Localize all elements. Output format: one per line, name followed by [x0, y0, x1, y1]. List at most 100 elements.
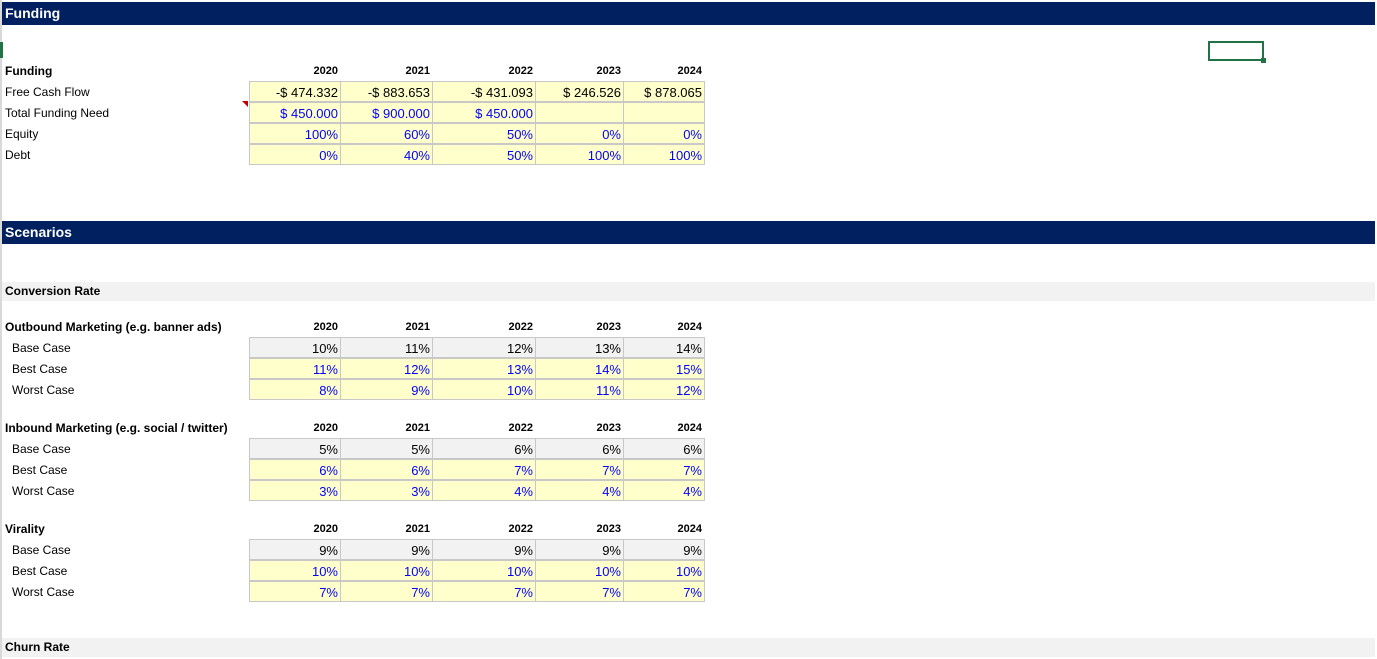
- cell-virality-best-2022[interactable]: 10%: [432, 560, 536, 581]
- cell-outbound-base-2024[interactable]: 14%: [623, 337, 705, 358]
- cell-inbound-best-2021[interactable]: 6%: [340, 459, 433, 480]
- year-header: 2021: [405, 422, 430, 434]
- year-header: 2022: [508, 422, 533, 434]
- cell-equity-2022[interactable]: 50%: [432, 123, 536, 144]
- cell-virality-best-2021[interactable]: 10%: [340, 560, 433, 581]
- cell-outbound-worst-2022[interactable]: 10%: [432, 379, 536, 400]
- cell-inbound-worst-2024[interactable]: 4%: [623, 480, 705, 501]
- cell-debt-2023[interactable]: 100%: [535, 144, 624, 165]
- cell-outbound-best-2021[interactable]: 12%: [340, 358, 433, 379]
- cell-outbound-base-2022[interactable]: 12%: [432, 337, 536, 358]
- active-cell-selector[interactable]: [1208, 41, 1266, 63]
- outbound-title: Outbound Marketing (e.g. banner ads): [5, 320, 222, 334]
- cell-virality-base-2021[interactable]: 9%: [340, 539, 433, 560]
- cell-fcf-2022[interactable]: -$ 431.093: [432, 81, 536, 102]
- cell-virality-worst-2021[interactable]: 7%: [340, 581, 433, 602]
- row-label: Worst Case: [12, 383, 75, 397]
- cell-inbound-base-2024[interactable]: 6%: [623, 438, 705, 459]
- year-header: 2023: [596, 65, 621, 77]
- cell-virality-worst-2022[interactable]: 7%: [432, 581, 536, 602]
- cell-inbound-base-2020[interactable]: 5%: [249, 438, 341, 459]
- cell-outbound-best-2020[interactable]: 11%: [249, 358, 341, 379]
- cell-outbound-base-2021[interactable]: 11%: [340, 337, 433, 358]
- cell-virality-base-2023[interactable]: 9%: [535, 539, 624, 560]
- year-header: 2020: [313, 65, 338, 77]
- cell-inbound-best-2022[interactable]: 7%: [432, 459, 536, 480]
- cell-virality-worst-2023[interactable]: 7%: [535, 581, 624, 602]
- cell-inbound-best-2023[interactable]: 7%: [535, 459, 624, 480]
- cell-need-2021[interactable]: $ 900.000: [340, 102, 433, 123]
- year-header: 2020: [313, 422, 338, 434]
- row-label: Best Case: [12, 463, 68, 477]
- year-header: 2024: [677, 523, 702, 535]
- cell-equity-2024[interactable]: 0%: [623, 123, 705, 144]
- cell-inbound-worst-2021[interactable]: 3%: [340, 480, 433, 501]
- cell-outbound-worst-2024[interactable]: 12%: [623, 379, 705, 400]
- cell-inbound-base-2021[interactable]: 5%: [340, 438, 433, 459]
- cell-virality-best-2023[interactable]: 10%: [535, 560, 624, 581]
- cell-debt-2020[interactable]: 0%: [249, 144, 341, 165]
- comment-indicator-icon[interactable]: [242, 101, 248, 107]
- cell-fcf-2021[interactable]: -$ 883.653: [340, 81, 433, 102]
- year-header: 2022: [508, 523, 533, 535]
- section-header-scenarios: Scenarios: [2, 221, 1375, 244]
- cell-outbound-base-2020[interactable]: 10%: [249, 337, 341, 358]
- year-header: 2020: [313, 321, 338, 333]
- cell-virality-worst-2020[interactable]: 7%: [249, 581, 341, 602]
- funding-title: Funding: [5, 64, 53, 78]
- cell-virality-base-2024[interactable]: 9%: [623, 539, 705, 560]
- cell-need-2020[interactable]: $ 450.000: [249, 102, 341, 123]
- year-header: 2021: [405, 321, 430, 333]
- cell-inbound-worst-2023[interactable]: 4%: [535, 480, 624, 501]
- subsection-churn-rate: Churn Rate: [2, 638, 1375, 657]
- cell-virality-best-2024[interactable]: 10%: [623, 560, 705, 581]
- section-header-funding: Funding: [2, 2, 1375, 25]
- cell-inbound-base-2022[interactable]: 6%: [432, 438, 536, 459]
- row-label: Worst Case: [12, 585, 75, 599]
- cell-virality-worst-2024[interactable]: 7%: [623, 581, 705, 602]
- cell-inbound-best-2024[interactable]: 7%: [623, 459, 705, 480]
- cell-outbound-worst-2023[interactable]: 11%: [535, 379, 624, 400]
- row-label: Best Case: [12, 362, 68, 376]
- cell-need-2024[interactable]: [623, 102, 705, 123]
- cell-inbound-worst-2020[interactable]: 3%: [249, 480, 341, 501]
- sheet-left-edge: [0, 0, 2, 659]
- row-selection-marker: [0, 42, 3, 58]
- cell-need-2023[interactable]: [535, 102, 624, 123]
- cell-debt-2024[interactable]: 100%: [623, 144, 705, 165]
- row-label: Base Case: [12, 543, 71, 557]
- cell-outbound-base-2023[interactable]: 13%: [535, 337, 624, 358]
- cell-outbound-best-2024[interactable]: 15%: [623, 358, 705, 379]
- cell-equity-2020[interactable]: 100%: [249, 123, 341, 144]
- cell-virality-best-2020[interactable]: 10%: [249, 560, 341, 581]
- year-header: 2024: [677, 422, 702, 434]
- row-label: Equity: [5, 127, 39, 141]
- cell-outbound-best-2022[interactable]: 13%: [432, 358, 536, 379]
- cell-inbound-worst-2022[interactable]: 4%: [432, 480, 536, 501]
- year-header: 2024: [677, 65, 702, 77]
- inbound-title: Inbound Marketing (e.g. social / twitter…: [5, 421, 228, 435]
- cell-fcf-2020[interactable]: -$ 474.332: [249, 81, 341, 102]
- row-label: Total Funding Need: [5, 106, 110, 120]
- row-label: Free Cash Flow: [5, 85, 90, 99]
- cell-fcf-2024[interactable]: $ 878.065: [623, 81, 705, 102]
- cell-virality-base-2020[interactable]: 9%: [249, 539, 341, 560]
- cell-debt-2021[interactable]: 40%: [340, 144, 433, 165]
- year-header: 2021: [405, 65, 430, 77]
- cell-equity-2023[interactable]: 0%: [535, 123, 624, 144]
- cell-outbound-worst-2021[interactable]: 9%: [340, 379, 433, 400]
- cell-equity-2021[interactable]: 60%: [340, 123, 433, 144]
- cell-outbound-worst-2020[interactable]: 8%: [249, 379, 341, 400]
- cell-outbound-best-2023[interactable]: 14%: [535, 358, 624, 379]
- row-label: Base Case: [12, 442, 71, 456]
- cell-need-2022[interactable]: $ 450.000: [432, 102, 536, 123]
- cell-fcf-2023[interactable]: $ 246.526: [535, 81, 624, 102]
- cell-debt-2022[interactable]: 50%: [432, 144, 536, 165]
- cell-virality-base-2022[interactable]: 9%: [432, 539, 536, 560]
- row-label: Worst Case: [12, 484, 75, 498]
- year-header: 2023: [596, 422, 621, 434]
- cell-inbound-best-2020[interactable]: 6%: [249, 459, 341, 480]
- virality-title: Virality: [5, 522, 45, 536]
- year-header: 2020: [313, 523, 338, 535]
- cell-inbound-base-2023[interactable]: 6%: [535, 438, 624, 459]
